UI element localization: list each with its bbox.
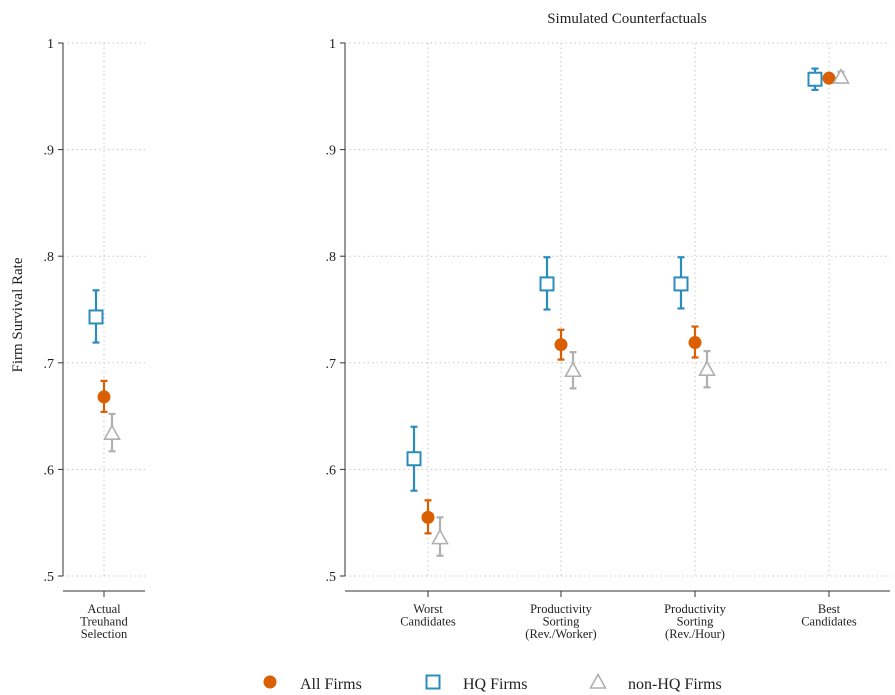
y-tick-label: 1 [47,37,54,52]
x-tick-label: Candidates [801,615,857,629]
marker-non-hq-firms [698,360,716,376]
x-tick-label: Actual [87,602,121,616]
x-tick-label: Worst [413,602,443,616]
y-tick-label: .9 [44,144,55,159]
marker-all-firms [97,390,111,404]
marker-hq-firms [807,71,823,87]
y-tick-label: .7 [326,357,337,372]
marker-non-hq-firms [431,528,449,545]
x-tick-label: Sorting [677,615,715,629]
y-tick-label: .5 [44,570,55,585]
marker-hq-firms [88,309,104,325]
y-tick-label: .8 [326,250,337,265]
y-tick-label: .7 [44,357,55,372]
marker-hq-firms [673,276,689,292]
x-tick-label: (Rev./Worker) [525,627,596,641]
y-axis-title: Firm Survival Rate [10,257,26,372]
x-tick-label: Treuhand [80,615,128,629]
marker-all-firms [554,338,568,352]
marker-hq-firms [406,451,422,467]
x-tick-label: Best [818,602,841,616]
x-tick-label: Selection [81,627,128,641]
marker-all-firms [263,675,277,689]
x-tick-label: Sorting [543,615,581,629]
marker-non-hq-firms [564,361,582,378]
marker-all-firms [421,510,435,524]
y-tick-label: .9 [326,144,337,159]
x-tick-label: Productivity [530,602,593,616]
y-tick-label: 1 [329,37,336,52]
y-tick-label: .8 [44,250,55,265]
legend-label: All Firms [300,676,362,693]
legend: All Firms HQ Firms non-HQ Firms [263,672,722,693]
panel-simulated-counterfactuals: .5.6.7.8.91WorstCandidatesProductivitySo… [326,37,890,641]
chart-title: Simulated Counterfactuals [547,11,707,27]
marker-hq-firms [539,276,555,292]
legend-label: HQ Firms [463,676,527,693]
marker-non-hq-firms [832,67,850,84]
marker-non-hq-firms [589,672,607,689]
marker-non-hq-firms [103,424,121,440]
y-tick-label: .5 [326,570,337,585]
legend-label: non-HQ Firms [628,676,722,693]
marker-hq-firms [425,674,441,690]
y-tick-label: .6 [44,463,55,478]
x-tick-label: Candidates [400,615,456,629]
x-tick-label: (Rev./Hour) [665,627,725,641]
marker-all-firms [822,71,836,85]
y-tick-label: .6 [326,463,337,478]
x-tick-label: Productivity [664,602,727,616]
marker-all-firms [688,336,702,350]
